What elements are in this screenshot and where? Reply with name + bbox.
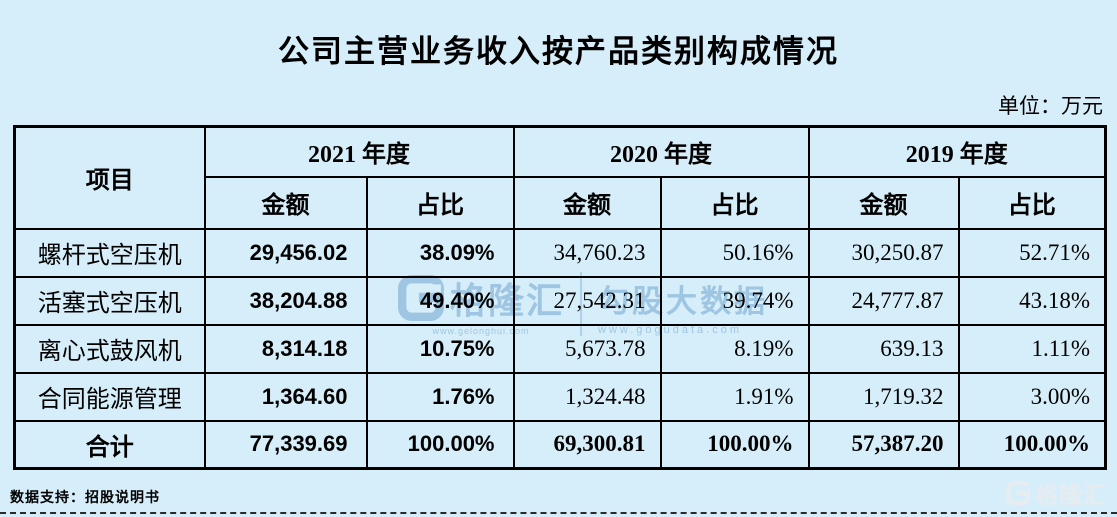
cell-ratio-2021: 10.75%: [365, 323, 515, 374]
footer-dashed-divider: [0, 512, 1117, 514]
cell-ratio-2019: 100.00%: [957, 419, 1107, 470]
column-header-ratio-2020: 占比: [659, 175, 810, 230]
unit-label: 单位：万元: [998, 94, 1103, 118]
row-label-total: 合计: [13, 419, 206, 470]
page-title: 公司主营业务收入按产品类别构成情况: [278, 34, 839, 69]
cell-amount-2021: 29,456.02: [203, 227, 368, 278]
column-header-amount-2019: 金额: [807, 175, 960, 230]
row-label: 离心式鼓风机: [13, 323, 206, 374]
column-group-2021: 2021 年度: [203, 125, 515, 178]
cell-amount-2021: 77,339.69: [203, 419, 368, 470]
column-group-2020: 2020 年度: [512, 125, 810, 178]
table-row: 活塞式空压机 38,204.88 49.40% 27,542.31 39.74%…: [13, 275, 1107, 326]
column-header-item: 项目: [13, 125, 206, 230]
cell-ratio-2021: 100.00%: [365, 419, 515, 470]
cell-amount-2020: 69,300.81: [512, 419, 662, 470]
row-label: 螺杆式空压机: [13, 227, 206, 278]
cell-ratio-2020: 100.00%: [659, 419, 810, 470]
data-source-label: 数据支持：招股说明书: [10, 489, 160, 505]
cell-amount-2019: 1,719.32: [807, 371, 960, 422]
cell-amount-2020: 27,542.31: [512, 275, 662, 326]
cell-amount-2019: 24,777.87: [807, 275, 960, 326]
column-group-2019: 2019 年度: [807, 125, 1107, 178]
cell-ratio-2021: 49.40%: [365, 275, 515, 326]
revenue-table: 项目 2021 年度 2020 年度 2019 年度 金额 占比 金额 占比 金…: [13, 125, 1107, 470]
gelonghui-logo-icon: [1006, 481, 1030, 505]
cell-amount-2021: 38,204.88: [203, 275, 368, 326]
cell-ratio-2019: 3.00%: [957, 371, 1107, 422]
cell-ratio-2021: 38.09%: [365, 227, 515, 278]
footer-brand-text: 格隆汇: [1035, 482, 1107, 508]
table-row: 离心式鼓风机 8,314.18 10.75% 5,673.78 8.19% 63…: [13, 323, 1107, 374]
cell-amount-2020: 1,324.48: [512, 371, 662, 422]
table-row-total: 合计 77,339.69 100.00% 69,300.81 100.00% 5…: [13, 419, 1107, 470]
column-header-amount-2020: 金额: [512, 175, 662, 230]
cell-amount-2020: 34,760.23: [512, 227, 662, 278]
row-label: 活塞式空压机: [13, 275, 206, 326]
cell-amount-2020: 5,673.78: [512, 323, 662, 374]
cell-ratio-2020: 1.91%: [659, 371, 810, 422]
footer-brand: 格隆汇: [1006, 476, 1107, 510]
table-header-row-years: 项目 2021 年度 2020 年度 2019 年度: [13, 125, 1107, 230]
row-label: 合同能源管理: [13, 371, 206, 422]
cell-amount-2019: 30,250.87: [807, 227, 960, 278]
cell-ratio-2021: 1.76%: [365, 371, 515, 422]
cell-amount-2019: 639.13: [807, 323, 960, 374]
table-row: 螺杆式空压机 29,456.02 38.09% 34,760.23 50.16%…: [13, 227, 1107, 278]
column-header-ratio-2021: 占比: [365, 175, 515, 230]
cell-ratio-2019: 1.11%: [957, 323, 1107, 374]
table-row: 合同能源管理 1,364.60 1.76% 1,324.48 1.91% 1,7…: [13, 371, 1107, 422]
cell-ratio-2019: 43.18%: [957, 275, 1107, 326]
cell-amount-2019: 57,387.20: [807, 419, 960, 470]
column-header-ratio-2019: 占比: [957, 175, 1107, 230]
cell-ratio-2020: 50.16%: [659, 227, 810, 278]
cell-ratio-2019: 52.71%: [957, 227, 1107, 278]
cell-amount-2021: 8,314.18: [203, 323, 368, 374]
cell-amount-2021: 1,364.60: [203, 371, 368, 422]
cell-ratio-2020: 39.74%: [659, 275, 810, 326]
table-header-row-sub: 金额 占比 金额 占比 金额 占比: [15, 175, 1107, 230]
cell-ratio-2020: 8.19%: [659, 323, 810, 374]
column-header-amount-2021: 金额: [203, 175, 368, 230]
